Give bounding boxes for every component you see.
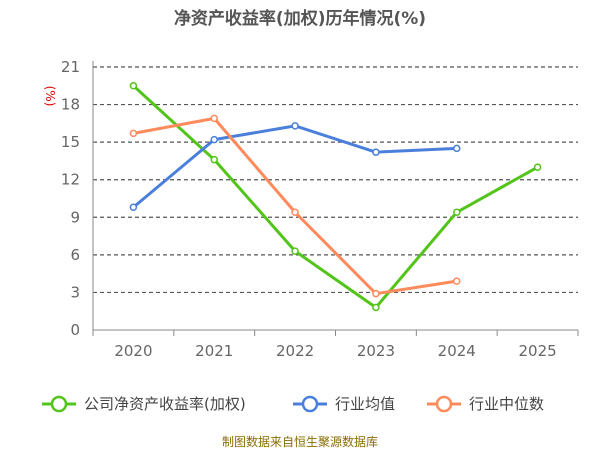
- y-tick-label: 12: [61, 171, 80, 189]
- source-note: 制图数据来自恒生聚源数据库: [222, 434, 378, 449]
- y-tick-label: 21: [61, 58, 80, 76]
- series-1: [129, 122, 461, 212]
- y-tick-label: 3: [70, 283, 80, 301]
- data-point: [129, 129, 138, 138]
- y-unit-label: (%): [43, 86, 57, 107]
- legend-swatch-marker: [301, 395, 319, 413]
- data-point: [533, 163, 542, 171]
- y-tick-label: 9: [70, 208, 80, 226]
- legend-label: 行业中位数: [469, 395, 544, 413]
- x-tick-label: 2020: [114, 342, 152, 360]
- data-point: [129, 203, 138, 212]
- x-tick-label: 2024: [438, 342, 476, 360]
- y-tick-label: 15: [61, 133, 80, 151]
- y-tick-label: 18: [61, 96, 80, 114]
- data-point: [291, 247, 299, 255]
- legend-item-0: 公司净资产收益率(加权): [42, 395, 246, 413]
- grid-lines: [93, 66, 578, 294]
- data-point: [210, 155, 218, 164]
- legend-item-2: 行业中位数: [427, 395, 544, 413]
- x-tick-labels: 2020 2021 2022 2023 2024 2025: [114, 342, 556, 360]
- legend-swatch-marker: [50, 395, 68, 413]
- legend-label: 行业均值: [335, 395, 395, 413]
- x-tick-label: 2023: [357, 342, 395, 360]
- data-point: [210, 135, 218, 144]
- axes: [92, 61, 579, 336]
- data-point: [291, 208, 299, 217]
- x-tick-label: 2025: [518, 342, 556, 360]
- series-line: [132, 84, 539, 309]
- y-tick-label: 0: [70, 321, 80, 339]
- data-point: [372, 148, 380, 156]
- y-tick-label: 6: [70, 246, 80, 264]
- x-tick-label: 2021: [195, 342, 233, 360]
- data-point: [453, 208, 461, 217]
- legend: 公司净资产收益率(加权) 行业均值 行业中位数: [42, 395, 544, 413]
- data-point: [453, 144, 461, 153]
- series-line: [132, 124, 457, 209]
- data-point: [129, 82, 138, 90]
- series-0: [129, 82, 542, 312]
- data-point: [453, 277, 461, 285]
- chart-title: 净资产收益率(加权)历年情况(%): [174, 8, 426, 29]
- data-point: [210, 114, 218, 123]
- data-point: [372, 303, 380, 312]
- series-lines: [129, 82, 542, 312]
- legend-label: 公司净资产收益率(加权): [84, 395, 246, 413]
- legend-swatch-marker: [435, 395, 453, 413]
- data-point: [291, 122, 299, 130]
- x-tick-label: 2022: [276, 342, 314, 360]
- series-2: [129, 114, 461, 298]
- data-point: [372, 289, 380, 298]
- legend-item-1: 行业均值: [293, 395, 395, 413]
- y-tick-labels: 0 3 6 9 12 15 18 21: [61, 58, 80, 339]
